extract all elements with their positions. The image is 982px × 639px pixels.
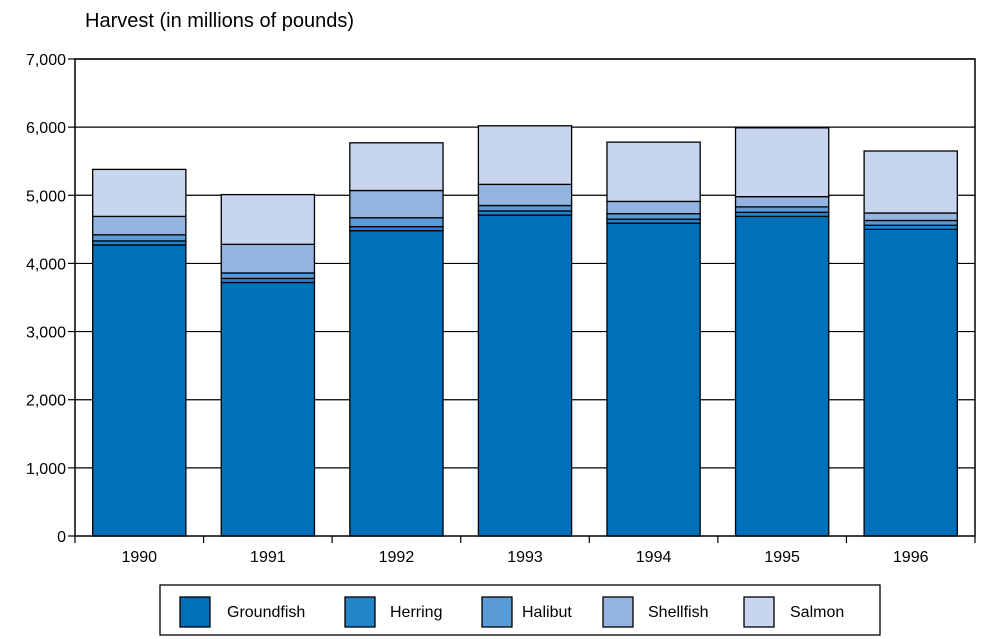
axes: 0 1,000 2,000 3,000 4,000 5,000 6,000 7,000 1990… bbox=[26, 52, 976, 566]
bar-segment-groundfish bbox=[863, 228, 958, 537]
x-tick-label: 1993 bbox=[507, 549, 543, 566]
bar-segment-halibut bbox=[734, 206, 830, 213]
x-tick-label: 1994 bbox=[636, 549, 672, 566]
x-tick-label: 1995 bbox=[764, 549, 800, 566]
y-tick-label: 2,000 bbox=[26, 393, 66, 410]
legend-swatch-salmon bbox=[743, 596, 775, 628]
legend-swatch-shellfish bbox=[602, 596, 634, 628]
bar-segment-groundfish bbox=[220, 281, 316, 537]
x-tick-label: 1996 bbox=[893, 549, 929, 566]
x-tick-label: 1991 bbox=[250, 549, 286, 566]
bar-segment-groundfish bbox=[606, 222, 701, 537]
bar-segment-halibut bbox=[606, 213, 701, 220]
legend-label-shellfish: Shellfish bbox=[648, 604, 708, 621]
y-tick-label: 7,000 bbox=[26, 52, 66, 69]
bar-segment-shellfish bbox=[606, 200, 701, 215]
bar-segment-halibut bbox=[349, 217, 444, 228]
bar-segment-salmon bbox=[863, 150, 958, 214]
y-tick-label: 4,000 bbox=[26, 256, 66, 273]
legend-label-groundfish: Groundfish bbox=[227, 604, 305, 621]
plot-frame bbox=[74, 58, 976, 537]
bar-segment-salmon bbox=[606, 141, 701, 203]
bar-segment-halibut bbox=[220, 272, 316, 280]
y-tick-label: 0 bbox=[57, 529, 66, 546]
legend-label-salmon: Salmon bbox=[790, 604, 844, 621]
bar-segment-shellfish bbox=[734, 195, 830, 208]
bar-segment-salmon bbox=[92, 168, 187, 218]
bar-segment-groundfish bbox=[92, 244, 187, 537]
bars bbox=[92, 125, 958, 537]
x-tick-label: 1990 bbox=[121, 549, 157, 566]
bar-segment-halibut bbox=[92, 234, 187, 242]
chart-title: Harvest (in millions of pounds) bbox=[85, 10, 354, 32]
bar-segment-salmon bbox=[734, 127, 830, 198]
bar-segment-salmon bbox=[349, 142, 444, 192]
bar-segment-salmon bbox=[477, 125, 573, 186]
bar-segment-groundfish bbox=[477, 214, 573, 537]
bar-segment-shellfish bbox=[863, 212, 958, 222]
bar-segment-salmon bbox=[220, 193, 316, 245]
bar-segment-halibut bbox=[863, 219, 958, 226]
bar-segment-shellfish bbox=[220, 243, 316, 274]
bar-segment-shellfish bbox=[477, 183, 573, 207]
y-tick-label: 6,000 bbox=[26, 120, 66, 137]
y-tick-label: 1,000 bbox=[26, 461, 66, 478]
legend-swatch-groundfish bbox=[179, 596, 211, 628]
y-tick-label: 5,000 bbox=[26, 188, 66, 205]
legend-label-halibut: Halibut bbox=[522, 604, 572, 621]
bar-segment-shellfish bbox=[349, 189, 444, 219]
x-tick-label: 1992 bbox=[379, 549, 415, 566]
y-tick-label: 3,000 bbox=[26, 325, 66, 342]
bar-segment-groundfish bbox=[734, 215, 830, 537]
legend-label-herring: Herring bbox=[390, 604, 442, 621]
bar-segment-halibut bbox=[477, 204, 573, 212]
legend-swatch-herring bbox=[344, 596, 376, 628]
bar-segment-shellfish bbox=[92, 215, 187, 236]
legend-swatch-halibut bbox=[481, 596, 513, 628]
bar-segment-groundfish bbox=[349, 230, 444, 537]
legend: Groundfish Herring Halibut Shellfish Salmon bbox=[159, 584, 881, 636]
